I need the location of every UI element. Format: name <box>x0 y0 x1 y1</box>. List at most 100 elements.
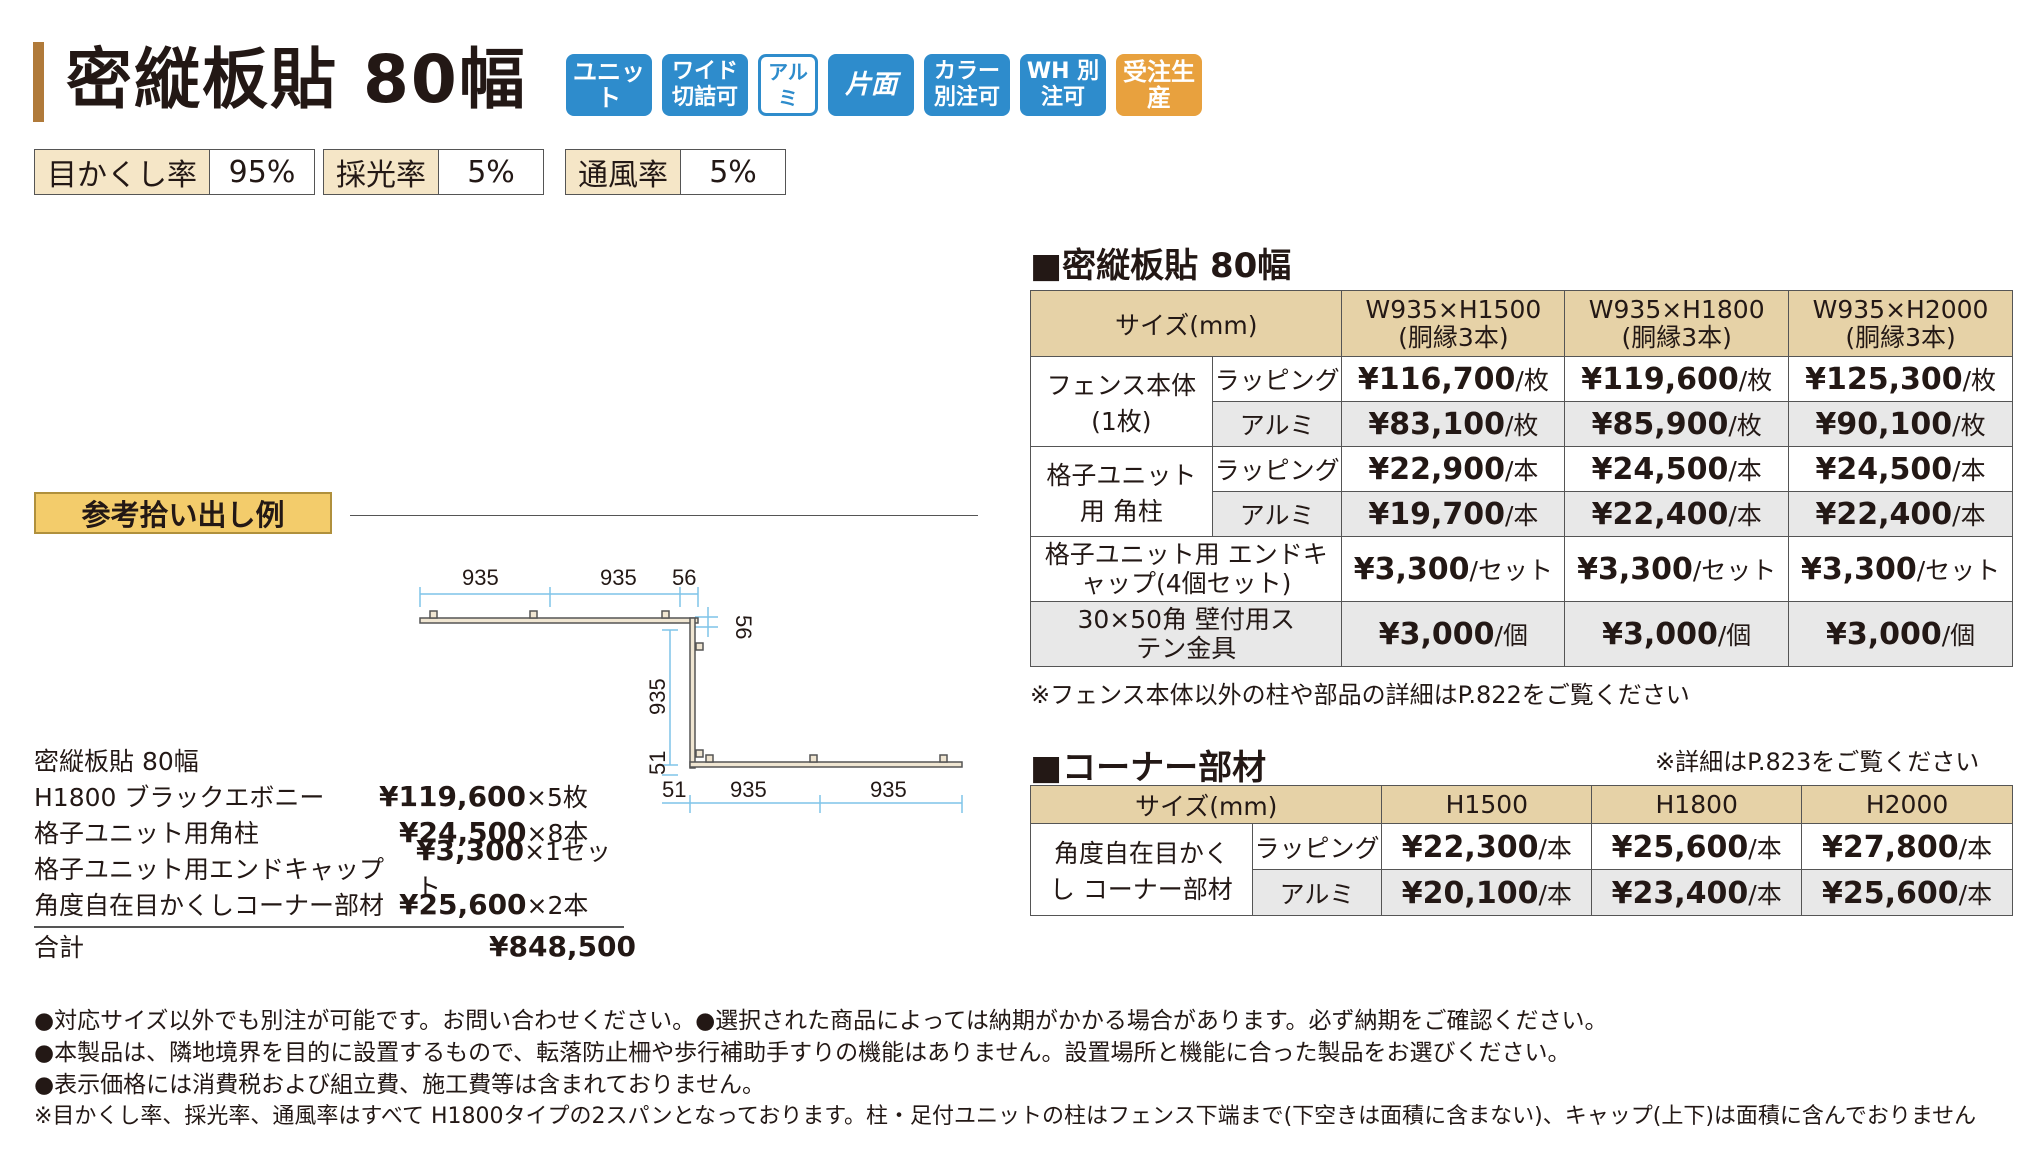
dim-label: 51 <box>662 777 686 802</box>
item-qty: ×1セット <box>416 837 611 902</box>
dim-label: 935 <box>462 565 499 590</box>
column-note: (胴縁3本) <box>1845 322 1956 352</box>
badge-wide-cut: ワイド 切詰可 <box>662 54 748 116</box>
price-cell: ¥90,100 <box>1815 407 1953 442</box>
size-header: サイズ(mm) <box>1029 785 1383 824</box>
price-unit: /個 <box>1494 621 1528 650</box>
badge-single-side: 片面 <box>828 54 914 116</box>
rating-value: 95% <box>210 150 314 194</box>
row-single-name: 30×50角 壁付用ステン金具 <box>1029 601 1343 667</box>
row-sub-label: アルミ <box>1211 491 1343 537</box>
price-cell: ¥3,300 <box>1353 552 1470 587</box>
list-item: 角度自在目かくしコーナー部材 ¥25,600×2本 <box>34 886 624 922</box>
rating-label: 目かくし率 <box>35 150 210 194</box>
note-line: ●表示価格には消費税および組立費、施工費等は含まれておりません。 <box>34 1072 765 1098</box>
row-group-name: 格子ユニット用 角柱 <box>1030 446 1213 537</box>
sample-heading: 参考拾い出し例 <box>34 492 332 534</box>
price-cell: ¥3,000 <box>1378 617 1495 652</box>
price-unit: /枚 <box>1952 411 1986 440</box>
price-unit: /枚 <box>1728 411 1762 440</box>
column-size: W935×H1500 <box>1365 294 1542 324</box>
badge-made-to-order: 受注生産 <box>1116 54 1202 116</box>
rating-ventilation: 通風率 5% <box>565 149 786 195</box>
title-accent-bar <box>33 42 44 122</box>
total-row: 合計 ¥848,500 <box>34 926 636 964</box>
column-size: H1800 <box>1591 785 1803 824</box>
row-single-name: 格子ユニット用 エンドキャップ(4個セット) <box>1029 536 1343 602</box>
row-sub-label: アルミ <box>1251 869 1383 916</box>
price-cell: ¥22,900 <box>1368 452 1505 487</box>
price-unit: /本 <box>1538 879 1572 909</box>
item-name: 格子ユニット用角柱 <box>34 819 260 848</box>
column-note: (胴縁3本) <box>1398 322 1509 352</box>
note-line: ●本製品は、隣地境界を目的に設置するもので、転落防止柵や歩行補助手すりの機能はあ… <box>34 1040 1571 1066</box>
price-cell: ¥23,400 <box>1611 875 1749 911</box>
price-cell: ¥27,800 <box>1822 829 1959 865</box>
price-unit: /個 <box>1941 621 1976 650</box>
price-unit: /枚 <box>1738 366 1773 395</box>
price-cell: ¥3,300 <box>1800 552 1917 587</box>
footer-notes: ●対応サイズ以外でも別注が可能です。お問い合わせください。●選択された商品によっ… <box>34 1005 1976 1133</box>
row-sub-label: ラッピング <box>1251 823 1383 870</box>
badge-unit: ユニット <box>566 54 652 116</box>
main-table-note: ※フェンス本体以外の柱や部品の詳細はP.822をご覧ください <box>1030 681 1690 709</box>
price-unit: /本 <box>1504 501 1539 530</box>
item-name: 格子ユニット用エンドキャップ <box>34 855 385 884</box>
list-item: 格子ユニット用角柱 ¥24,500×8本 <box>34 814 624 850</box>
rating-value: 5% <box>681 150 785 194</box>
row-sub-label: ラッピング <box>1211 446 1343 492</box>
row-group-name: フェンス本体 (1枚) <box>1030 356 1213 447</box>
price-unit: /枚 <box>1515 366 1549 395</box>
dim-label: 935 <box>645 678 670 715</box>
layout-diagram: 935 935 56 56 935 51 51 935 935 <box>419 565 963 813</box>
corner-price-table: サイズ(mm) H1500 H1800 H2000 角度自在目かくし コーナー部… <box>1029 785 2013 916</box>
price-cell: ¥20,100 <box>1401 875 1539 911</box>
price-unit: /本 <box>1952 501 1986 530</box>
size-header: サイズ(mm) <box>1029 290 1343 357</box>
price-unit: /本 <box>1952 456 1986 485</box>
price-unit: /枚 <box>1504 411 1539 440</box>
price-cell: ¥85,900 <box>1591 407 1729 442</box>
item-name: H1800 ブラックエボニー <box>34 783 325 812</box>
price-cell: ¥116,700 <box>1357 362 1516 397</box>
column-size: W935×H1800 <box>1588 294 1765 324</box>
item-qty: ×5枚 <box>526 783 588 812</box>
divider <box>350 515 978 516</box>
item-price: ¥119,600 <box>379 780 527 813</box>
price-unit: /本 <box>1538 833 1572 863</box>
badge-color-custom: カラー 別注可 <box>924 54 1010 116</box>
total-label: 合計 <box>34 933 85 962</box>
page-title: 密縦板貼 80幅 <box>66 41 527 118</box>
price-cell: ¥25,600 <box>1822 875 1959 911</box>
price-cell: ¥24,500 <box>1815 452 1953 487</box>
sample-name: 密縦板貼 80幅 <box>34 747 199 776</box>
main-table-title: ■密縦板貼 80幅 <box>1030 246 1292 286</box>
price-cell: ¥22,400 <box>1815 497 1953 532</box>
item-qty: ×2本 <box>526 891 589 920</box>
column-size: H1500 <box>1381 785 1593 824</box>
price-unit: /個 <box>1717 621 1752 650</box>
price-cell: ¥22,400 <box>1591 497 1729 532</box>
price-cell: ¥22,300 <box>1401 829 1539 865</box>
price-table: サイズ(mm) W935×H1500 (胴縁3本) W935×H1800 (胴縁3本… <box>1029 290 2013 667</box>
dim-label: 935 <box>600 565 637 590</box>
rating-screening: 目かくし率 95% <box>34 149 315 195</box>
dim-label: 56 <box>672 565 696 590</box>
price-unit: /本 <box>1504 456 1539 485</box>
item-price: ¥25,600 <box>399 888 527 921</box>
rating-label: 通風率 <box>566 150 681 194</box>
dim-label: 56 <box>731 615 756 639</box>
row-sub-label: ラッピング <box>1211 356 1343 402</box>
item-qty: ×8本 <box>526 819 589 848</box>
price-cell: ¥24,500 <box>1591 452 1729 487</box>
item-price: ¥3,300 <box>416 834 525 867</box>
column-size: W935×H2000 <box>1812 294 1989 324</box>
price-cell: ¥25,600 <box>1611 829 1749 865</box>
price-unit: /本 <box>1748 833 1782 863</box>
price-cell: ¥19,700 <box>1368 497 1505 532</box>
note-line: ●対応サイズ以外でも別注が可能です。お問い合わせください。●選択された商品によっ… <box>34 1008 1608 1034</box>
rating-value: 5% <box>439 150 543 194</box>
sample-list: 密縦板貼 80幅 H1800 ブラックエボニー ¥119,600×5枚 格子ユニ… <box>34 742 636 964</box>
dim-label: 935 <box>870 777 907 802</box>
column-size: H2000 <box>1801 785 2013 824</box>
